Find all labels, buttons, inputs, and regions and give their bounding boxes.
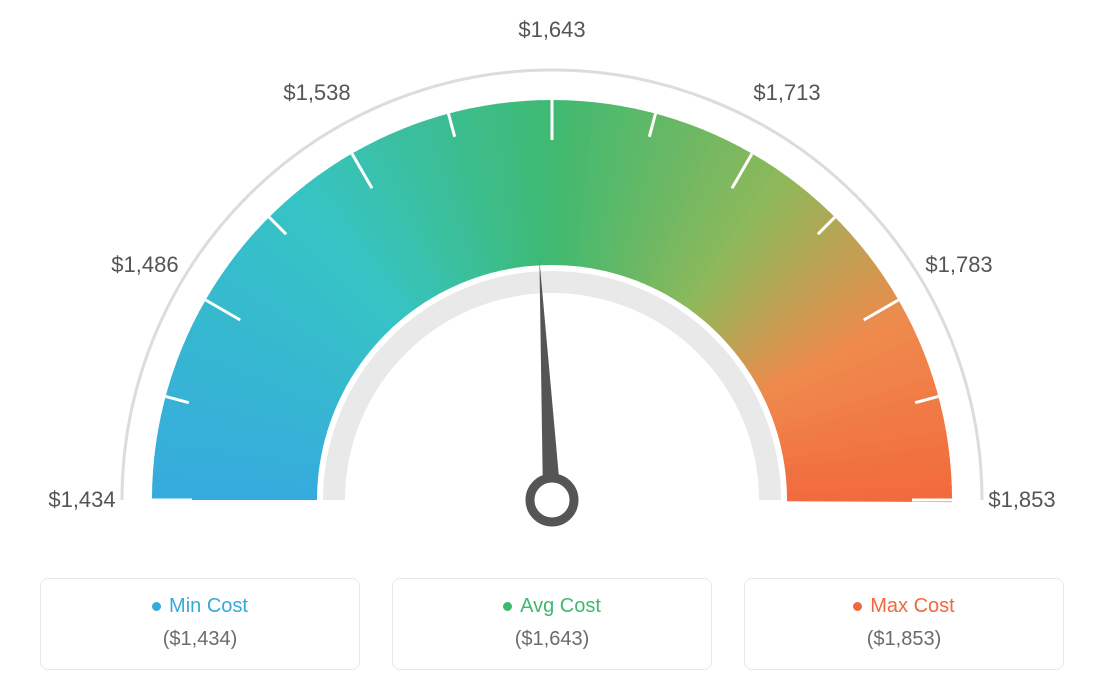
legend-title-avg: Avg Cost — [520, 595, 601, 618]
legend-row: Min Cost ($1,434) Avg Cost ($1,643) Max … — [0, 578, 1104, 670]
legend-card-avg: Avg Cost ($1,643) — [392, 578, 712, 670]
legend-card-min: Min Cost ($1,434) — [40, 578, 360, 670]
legend-value-min: ($1,434) — [51, 628, 349, 651]
gauge-svg — [0, 0, 1104, 560]
legend-card-max: Max Cost ($1,853) — [744, 578, 1064, 670]
legend-dot-avg — [503, 602, 512, 611]
legend-value-avg: ($1,643) — [403, 628, 701, 651]
cost-gauge: $1,434 $1,486 $1,538 $1,643 $1,713 $1,783 $1,8… — [0, 0, 1104, 560]
gauge-tick-label: $1,486 — [111, 252, 178, 278]
gauge-tick-label: $1,783 — [925, 252, 992, 278]
gauge-tick-label: $1,853 — [988, 487, 1055, 513]
gauge-tick-label: $1,538 — [283, 80, 350, 106]
legend-title-min: Min Cost — [169, 595, 248, 618]
legend-title-max: Max Cost — [870, 595, 954, 618]
legend-dot-max — [853, 602, 862, 611]
gauge-tick-label: $1,434 — [48, 487, 115, 513]
gauge-tick-label: $1,713 — [753, 80, 820, 106]
legend-value-max: ($1,853) — [755, 628, 1053, 651]
gauge-tick-label: $1,643 — [518, 17, 585, 43]
legend-dot-min — [152, 602, 161, 611]
